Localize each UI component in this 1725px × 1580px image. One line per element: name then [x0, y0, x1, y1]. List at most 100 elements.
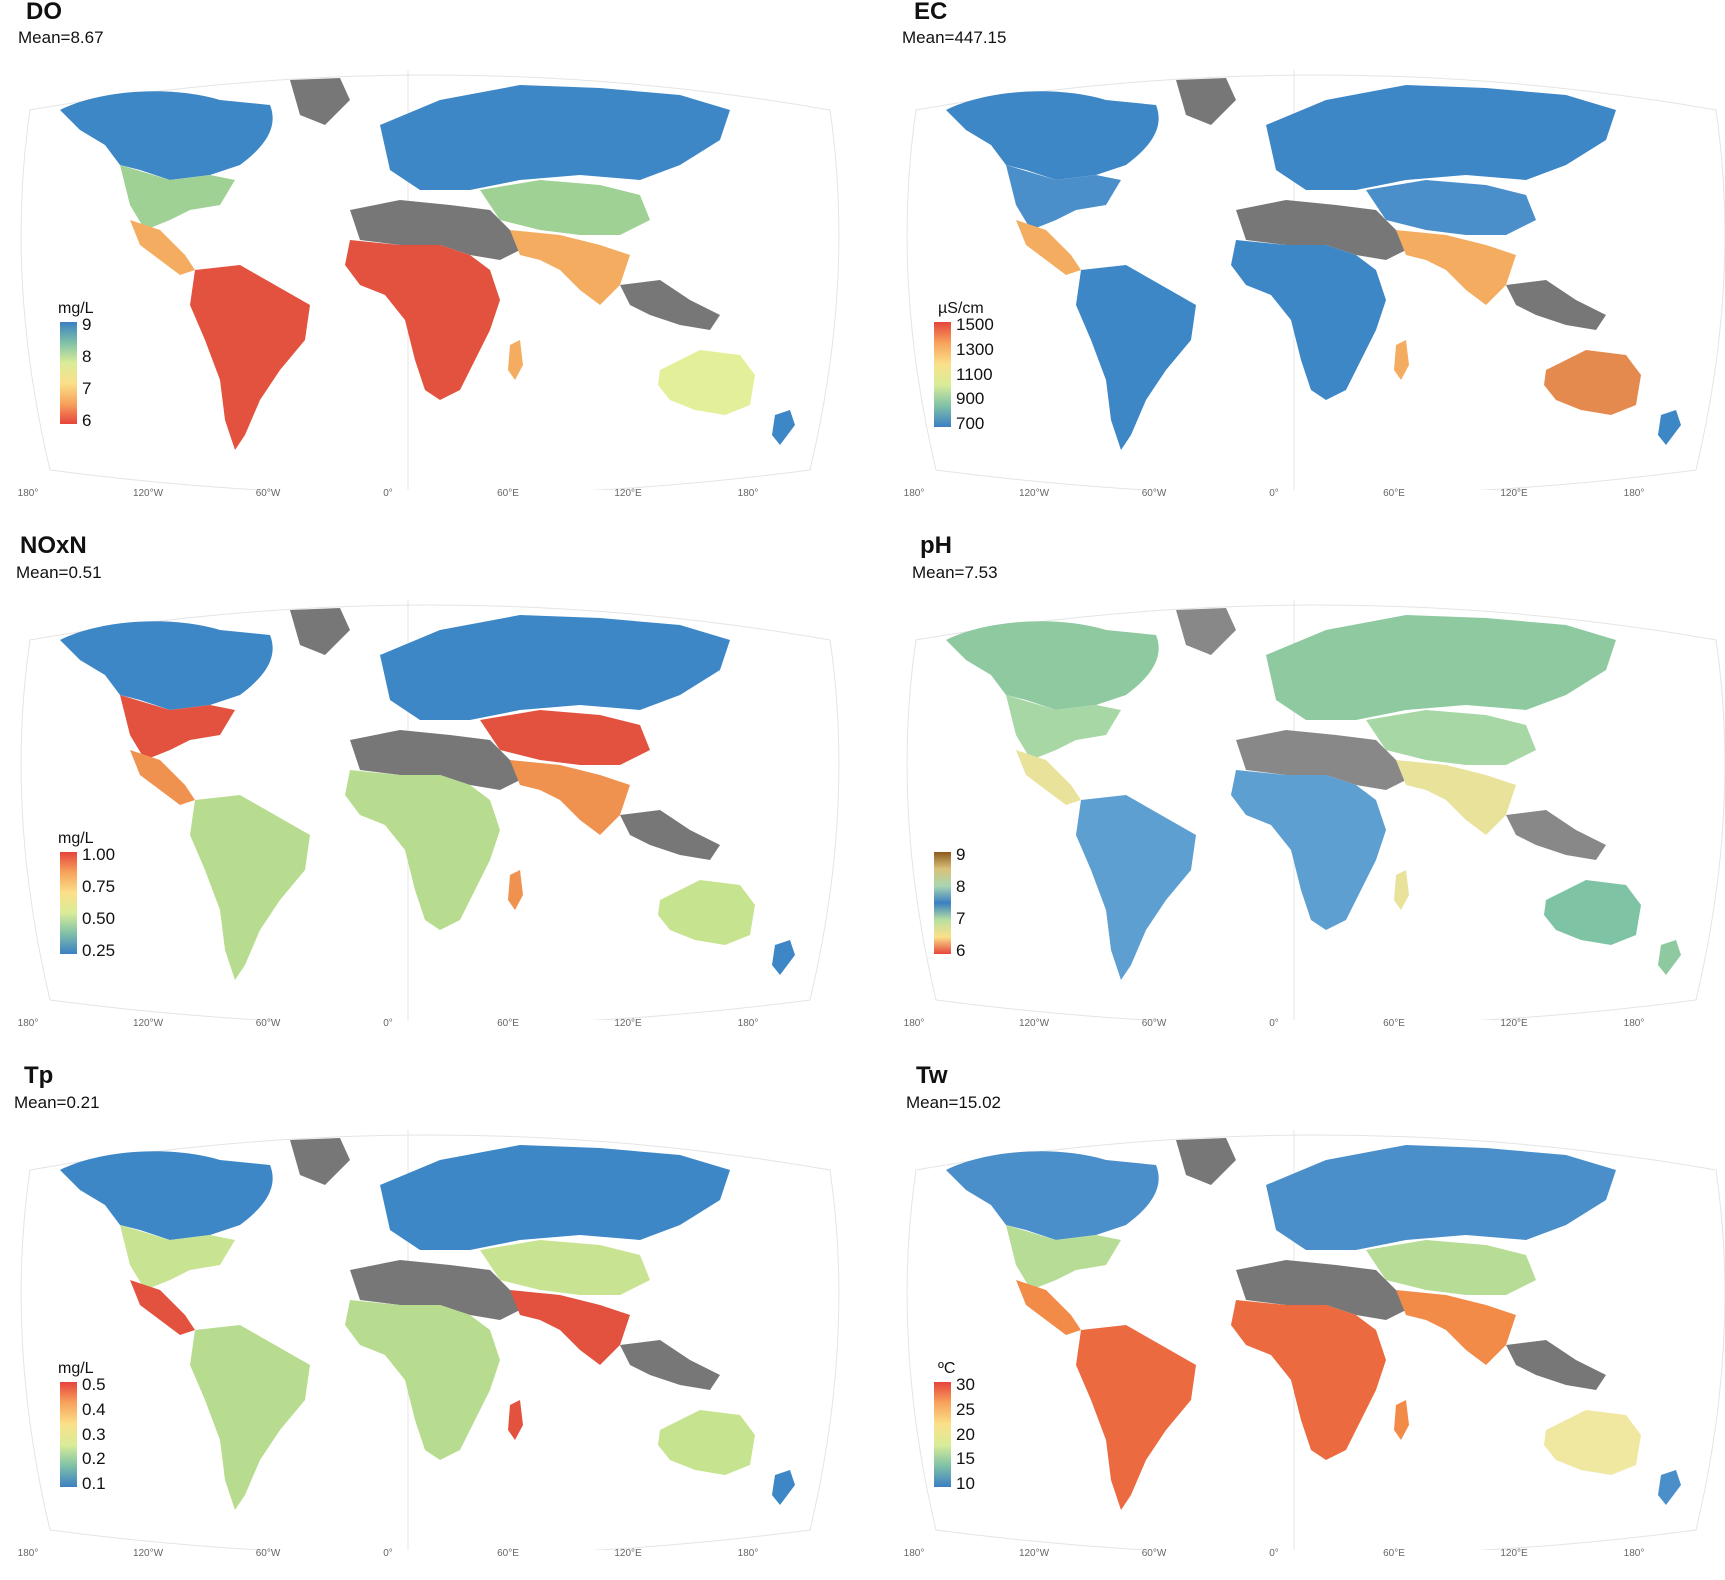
- sahara-arabia: [1236, 200, 1406, 260]
- central-asia: [1366, 710, 1536, 765]
- legend-tick-label: 8: [82, 347, 92, 366]
- longitude-label: 120°E: [614, 488, 642, 499]
- south-america: [1076, 1325, 1196, 1510]
- africa: [345, 1300, 500, 1460]
- new-zealand: [772, 410, 795, 445]
- land-masses: [946, 1138, 1681, 1510]
- legend-tick-label: 1300: [956, 339, 994, 359]
- longitude-label: 120°E: [1500, 488, 1528, 499]
- longitude-label: 180°: [1623, 488, 1645, 499]
- greenland: [1176, 1138, 1236, 1185]
- land-masses: [946, 608, 1681, 980]
- legend-colorbar: [60, 1382, 77, 1487]
- longitude-label: 0°: [1269, 1018, 1279, 1029]
- world-map: [906, 70, 1725, 490]
- south-asia: [1396, 230, 1516, 305]
- north-america-north: [946, 1151, 1159, 1240]
- legend-tick-label: 9: [82, 315, 92, 334]
- sahara-arabia: [350, 1260, 520, 1320]
- longitude-label: 180°: [17, 488, 39, 499]
- central-asia: [1366, 180, 1536, 235]
- world-map: [20, 70, 840, 490]
- central-america: [1016, 1280, 1081, 1335]
- north-america-south: [120, 165, 235, 230]
- legend-tick-label: 0.75: [82, 877, 116, 896]
- australia: [658, 880, 755, 945]
- southeast-asia: [1506, 1340, 1606, 1390]
- australia: [1544, 350, 1641, 415]
- central-america: [130, 750, 195, 805]
- southeast-asia: [620, 810, 720, 860]
- central-america: [130, 1280, 195, 1335]
- map-panel-noxn: NOxN Mean=0.51: [0, 530, 862, 1050]
- south-asia: [1396, 760, 1516, 835]
- legend-tick-label: 20: [956, 1424, 975, 1444]
- europe-siberia: [1266, 1145, 1616, 1250]
- legend-tick-label: 0.5: [82, 1375, 106, 1394]
- longitude-label: 120°E: [614, 1548, 642, 1559]
- legend-unit: mg/L: [58, 830, 94, 847]
- north-america-south: [120, 695, 235, 760]
- legend-tick-label: 900: [956, 389, 985, 409]
- panel-mean: Mean=447.15: [902, 28, 1007, 47]
- longitude-label: 120°W: [132, 1548, 164, 1559]
- panel-mean: Mean=8.67: [18, 28, 104, 47]
- australia: [658, 1410, 755, 1475]
- australia: [658, 350, 755, 415]
- africa: [345, 770, 500, 930]
- sahara-arabia: [350, 730, 520, 790]
- legend-tick-label: 30: [956, 1375, 975, 1394]
- legend-unit: mg/L: [58, 1360, 94, 1377]
- north-america-south: [1006, 165, 1121, 230]
- longitude-label: 0°: [383, 488, 393, 499]
- southeast-asia: [620, 1340, 720, 1390]
- panel-title: NOxN: [20, 532, 87, 559]
- sahara-arabia: [350, 200, 520, 260]
- australia: [1544, 1410, 1641, 1475]
- southeast-asia: [1506, 810, 1606, 860]
- madagascar: [508, 340, 523, 380]
- madagascar: [1394, 1400, 1409, 1440]
- south-america: [190, 1325, 310, 1510]
- greenland: [1176, 78, 1236, 125]
- legend-unit: µS/cm: [938, 300, 984, 317]
- panel-title: EC: [914, 0, 948, 25]
- longitude-label: 120°W: [132, 1018, 164, 1029]
- map-panel-tw: Tw Mean=15.02: [886, 1060, 1725, 1580]
- africa: [1231, 240, 1386, 400]
- legend-tick-label: 25: [956, 1399, 975, 1419]
- north-america-north: [946, 621, 1159, 710]
- legend-tick-label: 1100: [956, 364, 993, 384]
- africa: [1231, 1300, 1386, 1460]
- longitude-label: 180°: [1623, 1548, 1645, 1559]
- longitude-label: 180°: [903, 1018, 925, 1029]
- sahara-arabia: [1236, 1260, 1406, 1320]
- map-panel-do: DO Mean=8.67: [0, 0, 862, 520]
- legend-tick-label: 0.2: [82, 1449, 106, 1469]
- north-america-north: [60, 1151, 273, 1240]
- legend-tick-label: 8: [956, 877, 966, 896]
- longitude-label: 120°E: [614, 1018, 642, 1029]
- longitude-label: 60°E: [497, 488, 519, 499]
- new-zealand: [772, 1470, 795, 1505]
- longitude-label: 60°E: [1383, 1548, 1405, 1559]
- legend-colorbar: [934, 852, 951, 954]
- longitude-label: 180°: [17, 1548, 39, 1559]
- legend-tick-label: 0.3: [82, 1424, 106, 1444]
- longitude-label: 120°W: [1018, 488, 1050, 499]
- longitude-label: 180°: [737, 488, 759, 499]
- south-asia: [510, 1290, 630, 1365]
- greenland: [290, 608, 350, 655]
- longitude-label: 0°: [383, 1018, 393, 1029]
- south-america: [1076, 265, 1196, 450]
- panel-mean: Mean=0.51: [16, 563, 102, 582]
- north-america-north: [60, 91, 273, 180]
- central-america: [130, 220, 195, 275]
- south-asia: [510, 760, 630, 835]
- new-zealand: [1658, 1470, 1681, 1505]
- southeast-asia: [1506, 280, 1606, 330]
- longitude-label: 120°E: [1500, 1548, 1528, 1559]
- new-zealand: [1658, 940, 1681, 975]
- longitude-label: 120°W: [1018, 1018, 1050, 1029]
- greenland: [290, 1138, 350, 1185]
